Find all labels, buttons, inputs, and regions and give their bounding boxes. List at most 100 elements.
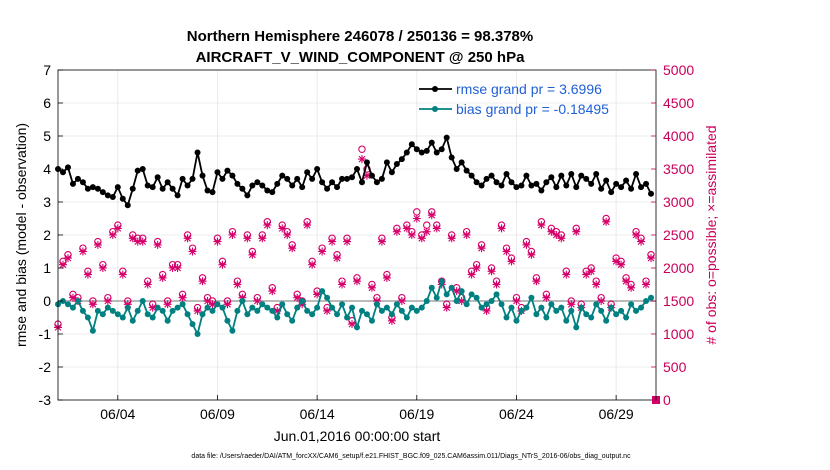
bias-point [254, 307, 261, 314]
obs-assimilated-point [173, 264, 182, 272]
bias-point [603, 317, 610, 324]
rmse-point [199, 172, 206, 179]
obs-assimilated-point [223, 300, 232, 309]
obs-assimilated-point [148, 303, 157, 312]
rmse-point [259, 182, 266, 189]
rmse-point [264, 187, 271, 194]
obs-assimilated-point [343, 237, 352, 246]
bias-point [144, 311, 151, 318]
bias-point [154, 304, 161, 311]
obs-assimilated-point [462, 231, 471, 239]
obs-assimilated-point [283, 231, 292, 239]
bias-point [453, 298, 460, 304]
bias-point [518, 307, 525, 314]
obs-assimilated-point [203, 297, 212, 305]
rmse-point [214, 169, 221, 176]
obs-assimilated-point [457, 297, 466, 305]
rmse-point [184, 182, 191, 189]
rmse-point [543, 179, 550, 186]
x-tick-label: 06/19 [399, 406, 434, 422]
obs-assimilated-point [123, 300, 132, 309]
rmse-point [354, 166, 360, 172]
bias-point [229, 327, 236, 334]
rmse-point [618, 184, 625, 191]
obs-possible-point [358, 145, 366, 153]
rmse-point [74, 175, 81, 182]
obs-assimilated-point [512, 297, 521, 305]
obs-assimilated-point [412, 214, 421, 223]
rmse-point [79, 179, 86, 186]
bias-point [618, 307, 625, 314]
bias-point [413, 307, 420, 314]
obs-assimilated-point [178, 293, 187, 302]
rmse-point [349, 174, 356, 181]
bias-point [588, 314, 595, 321]
obs-assimilated-point [392, 227, 401, 236]
bias-point [528, 294, 535, 301]
rmse-point [458, 159, 465, 166]
bias-point [124, 304, 131, 311]
bias-point [643, 298, 650, 304]
rmse-point [363, 159, 370, 166]
bias-point [553, 307, 560, 314]
rmse-point [224, 167, 231, 174]
obs-assimilated-point [288, 244, 297, 253]
x-tick-label: 06/04 [100, 406, 135, 422]
rmse-point [239, 185, 246, 192]
bias-point [249, 304, 256, 311]
obs-assimilated-point [612, 257, 621, 266]
rmse-point [149, 184, 156, 191]
obs-assimilated-point [502, 247, 511, 256]
bias-point [269, 307, 276, 314]
obs-assimilated-point [482, 306, 491, 315]
rmse-point [528, 182, 535, 189]
bias-point [503, 314, 510, 321]
obs-assimilated-point [333, 254, 342, 263]
obs-assimilated-point [308, 260, 317, 269]
bias-point [259, 301, 266, 308]
rmse-point [388, 169, 395, 176]
rmse-point [84, 185, 91, 192]
obs-assimilated-point [338, 280, 347, 289]
x-axis: 06/04 06/09 06/14 06/19 06/24 06/29 [100, 395, 634, 422]
obs-assimilated-point [113, 224, 122, 233]
obs-assimilated-point [88, 300, 97, 309]
bias-point [174, 304, 181, 311]
obs-assimilated-point [78, 247, 87, 256]
rmse-point [249, 182, 256, 189]
obs-assimilated-point [163, 300, 172, 309]
rmse-point [473, 179, 480, 186]
bias-point [578, 304, 585, 311]
bias-point [478, 304, 485, 311]
bias-point [344, 314, 351, 321]
rmse-point [254, 179, 261, 186]
rmse-point [503, 170, 510, 177]
rmse-point [498, 182, 505, 189]
bias-point [319, 288, 326, 295]
obs-assimilated-point [83, 270, 92, 279]
bias-point [393, 301, 400, 308]
legend: rmse grand pr = 3.6996 bias grand pr = -… [419, 81, 609, 117]
bias-point [114, 311, 121, 318]
rmse-point [154, 174, 161, 181]
bias-point [508, 304, 515, 311]
chart-subtitle: AIRCRAFT_V_WIND_COMPONENT @ 250 hPa [196, 49, 526, 66]
obs-assimilated-point [487, 267, 496, 276]
x-axis-label: Jun.01,2016 00:00:00 start [274, 428, 441, 444]
bias-point [349, 304, 356, 311]
bias-point [119, 314, 126, 321]
rmse-point [538, 187, 545, 194]
rmse-point [334, 184, 341, 191]
bias-point [104, 304, 111, 311]
obs-assimilated-point [507, 257, 516, 266]
obs-assimilated-point [492, 280, 501, 289]
bias-point [463, 301, 470, 308]
rmse-point [598, 185, 605, 192]
bias-point [274, 314, 281, 321]
bias-point [498, 301, 505, 308]
rmse-point [593, 170, 600, 177]
obs-assimilated-point [572, 227, 581, 236]
rmse-point [314, 166, 321, 172]
bias-markers [55, 278, 655, 337]
